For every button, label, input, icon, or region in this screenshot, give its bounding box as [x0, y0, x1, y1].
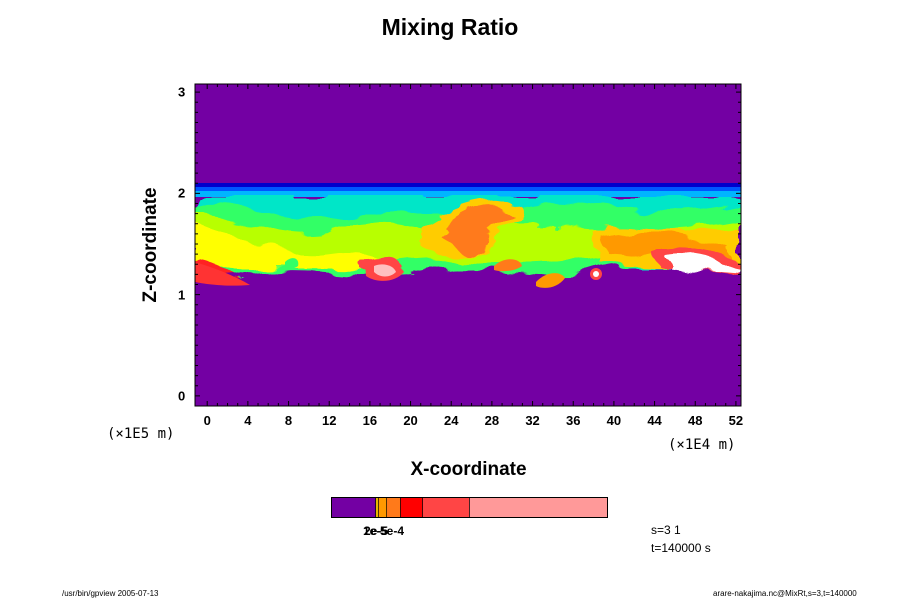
colorbar-segment: [375, 497, 379, 518]
step-annotation: s=3 1: [651, 523, 681, 537]
colorbar-label-2: 2e-5: [364, 524, 389, 538]
mixing-layer-field: [195, 183, 741, 288]
colorbar-segment: [422, 497, 470, 518]
y-tick-label: 3: [178, 84, 186, 100]
y-tick-label: 0: [178, 388, 186, 404]
plot-frame: [194, 83, 742, 407]
x-unit-label: (×1E4 m): [668, 437, 736, 453]
chart-title: Mixing Ratio: [381, 14, 519, 40]
x-tick-label: 16: [362, 413, 378, 428]
x-tick-label: 4: [244, 413, 252, 428]
x-tick-label: 44: [647, 413, 662, 428]
colorbar-segment: [386, 497, 401, 518]
y-unit-label: (×1E5 m): [107, 426, 175, 442]
x-tick-label: 40: [606, 413, 622, 428]
colorbar-label-3: 5e-4: [380, 524, 405, 538]
footer-left: /usr/bin/gpview 2005-07-13: [62, 589, 159, 598]
x-tick-label: 24: [443, 413, 459, 428]
x-tick-label: 32: [525, 413, 540, 428]
y-tick-label: 2: [178, 185, 186, 201]
footer-right: arare-nakajima.nc@MixRt,s=3,t=140000: [713, 589, 857, 598]
x-tick-label: 36: [566, 413, 581, 428]
x-tick-label: 0: [203, 413, 211, 428]
colorbar-segment: [331, 497, 376, 518]
colorbar-frame: [331, 497, 608, 518]
y-axis-label: Z-coordinate: [140, 187, 161, 303]
x-tick-label: 8: [284, 413, 293, 428]
colorbar-segment: [400, 497, 423, 518]
axis-tick-marks: [195, 84, 741, 406]
x-tick-label: 28: [484, 413, 500, 428]
x-axis-label: X-coordinate: [410, 459, 527, 480]
x-tick-label: 20: [403, 413, 418, 428]
y-tick-label: 1: [178, 287, 186, 303]
colorbar-segment: [378, 497, 387, 518]
colorbar-segment: [469, 497, 608, 518]
colorbar: [331, 497, 608, 518]
x-tick-label: 12: [321, 413, 337, 428]
x-tick-label: 52: [728, 413, 744, 428]
time-annotation: t=140000 s: [651, 541, 711, 555]
colorbar-label-1: 1e-5: [363, 524, 388, 538]
x-tick-label: 48: [688, 413, 703, 428]
